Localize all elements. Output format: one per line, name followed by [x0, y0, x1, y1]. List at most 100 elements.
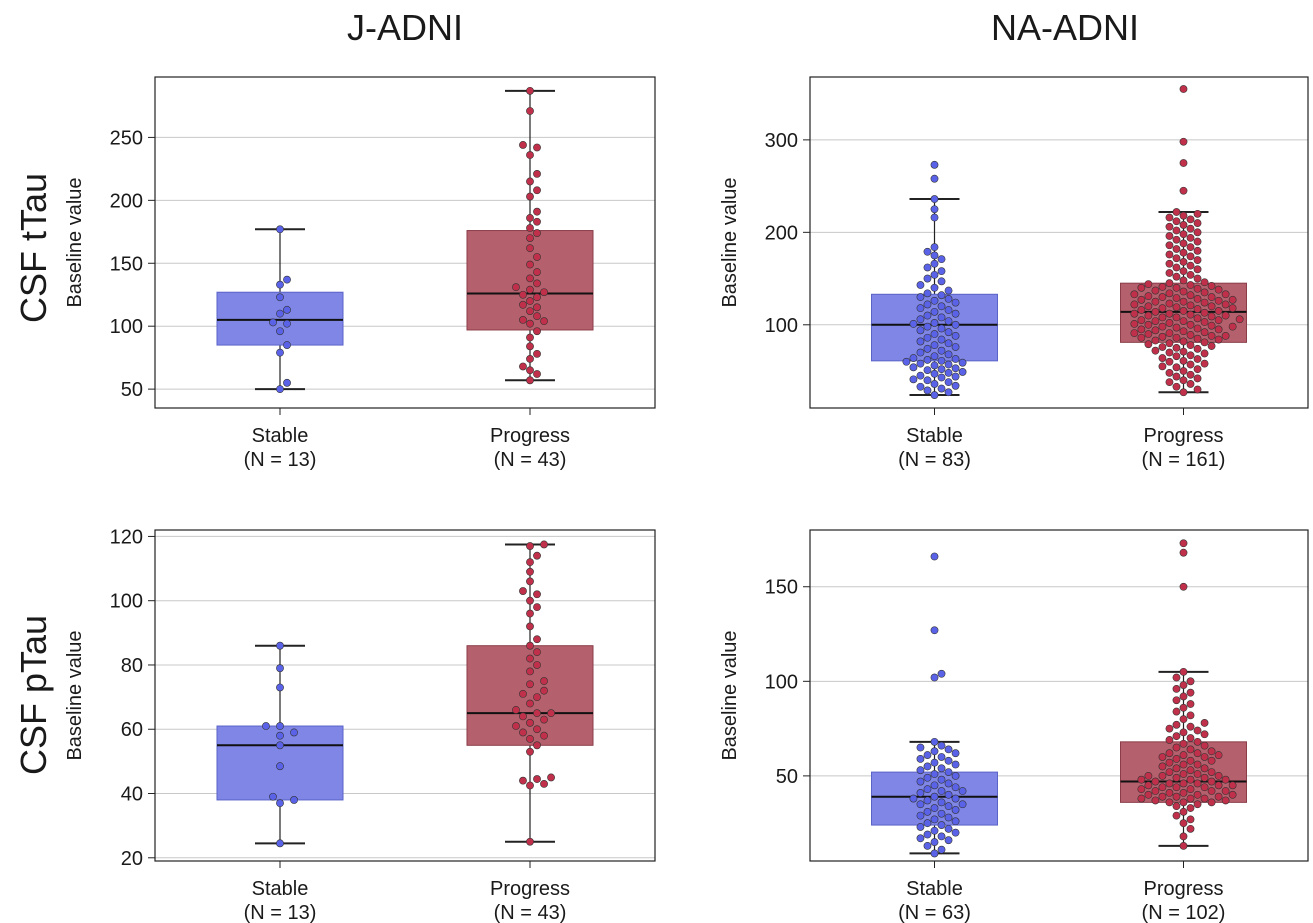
- data-point: [930, 849, 939, 858]
- data-point: [512, 706, 520, 714]
- data-point: [533, 551, 541, 560]
- data-point: [937, 821, 946, 829]
- data-point: [1165, 724, 1174, 733]
- data-point: [937, 845, 946, 854]
- y-tick-label: 80: [121, 655, 143, 677]
- data-point: [1193, 726, 1202, 735]
- data-point: [1207, 331, 1216, 340]
- data-point: [958, 368, 967, 376]
- data-point: [1193, 219, 1202, 227]
- data-point: [1207, 747, 1216, 756]
- data-point: [526, 542, 534, 550]
- data-point: [526, 699, 534, 708]
- data-point: [937, 832, 946, 841]
- data-point: [526, 307, 534, 315]
- data-point: [526, 234, 534, 242]
- data-point: [1137, 316, 1146, 325]
- data-point: [1179, 807, 1188, 816]
- data-point: [276, 664, 284, 673]
- data-point: [519, 689, 527, 698]
- data-point: [923, 376, 932, 385]
- data-point: [937, 291, 946, 300]
- data-point: [930, 195, 939, 203]
- data-point: [533, 725, 541, 734]
- data-point: [290, 728, 298, 737]
- category-label: Progress: [1143, 425, 1223, 447]
- data-point: [1193, 237, 1202, 246]
- data-point: [1214, 285, 1223, 294]
- data-point: [944, 294, 953, 303]
- data-point: [937, 255, 946, 264]
- data-point: [1179, 681, 1188, 689]
- data-point: [1151, 286, 1160, 295]
- data-point: [1207, 756, 1216, 765]
- data-point: [1144, 771, 1153, 780]
- data-point: [1221, 290, 1230, 299]
- data-point: [276, 293, 284, 302]
- data-point: [1137, 794, 1146, 803]
- data-point: [526, 781, 534, 790]
- data-point: [1214, 316, 1223, 325]
- data-point: [944, 790, 953, 799]
- data-point: [1165, 319, 1174, 327]
- data-point: [1165, 309, 1174, 318]
- data-point: [547, 709, 555, 718]
- data-point: [916, 348, 925, 357]
- data-point: [916, 777, 925, 786]
- y-tick-label: 300: [765, 130, 798, 152]
- data-point: [923, 300, 932, 309]
- data-point: [1172, 352, 1181, 361]
- data-point: [1158, 362, 1167, 371]
- data-point: [930, 826, 939, 835]
- data-point: [533, 170, 541, 178]
- data-point: [1214, 771, 1223, 780]
- data-point: [526, 747, 534, 756]
- data-point: [1151, 777, 1160, 786]
- data-point: [1151, 317, 1160, 325]
- data-point: [1207, 302, 1216, 311]
- data-point: [1179, 819, 1188, 828]
- data-point: [930, 319, 939, 327]
- data-point: [1200, 359, 1209, 368]
- data-point: [1179, 337, 1188, 346]
- data-point: [1186, 224, 1195, 233]
- data-point: [937, 302, 946, 311]
- data-point: [958, 358, 967, 367]
- data-point: [519, 587, 527, 595]
- data-point: [526, 285, 534, 294]
- data-point: [930, 270, 939, 279]
- data-point: [1172, 696, 1181, 705]
- data-point: [937, 798, 946, 807]
- data-point: [547, 773, 555, 782]
- data-point: [1158, 313, 1167, 322]
- data-point: [1172, 344, 1181, 352]
- data-point: [1221, 775, 1230, 784]
- data-point: [1179, 239, 1188, 248]
- data-point: [533, 143, 541, 152]
- data-point: [276, 683, 284, 692]
- data-point: [937, 384, 946, 393]
- y-tick-label: 120: [110, 526, 143, 548]
- data-point: [526, 567, 534, 576]
- data-point: [276, 722, 284, 730]
- data-point: [930, 552, 939, 561]
- data-point: [1193, 355, 1202, 363]
- column-title-j-adni: J-ADNI: [347, 7, 463, 48]
- data-point: [526, 654, 534, 663]
- data-point: [1186, 252, 1195, 261]
- data-point: [1130, 329, 1139, 338]
- data-point: [1158, 771, 1167, 780]
- y-tick-label: 150: [110, 253, 143, 275]
- data-point: [1193, 779, 1202, 788]
- data-point: [923, 762, 932, 771]
- data-point: [1193, 374, 1202, 383]
- data-point: [930, 758, 939, 767]
- data-point: [519, 776, 527, 785]
- data-point: [1193, 344, 1202, 353]
- category-n-label: (N = 161): [1142, 449, 1226, 471]
- data-point: [526, 680, 534, 689]
- category-n-label: (N = 83): [898, 449, 971, 471]
- data-point: [1186, 775, 1195, 784]
- data-point: [1193, 385, 1202, 394]
- data-point: [1221, 300, 1230, 309]
